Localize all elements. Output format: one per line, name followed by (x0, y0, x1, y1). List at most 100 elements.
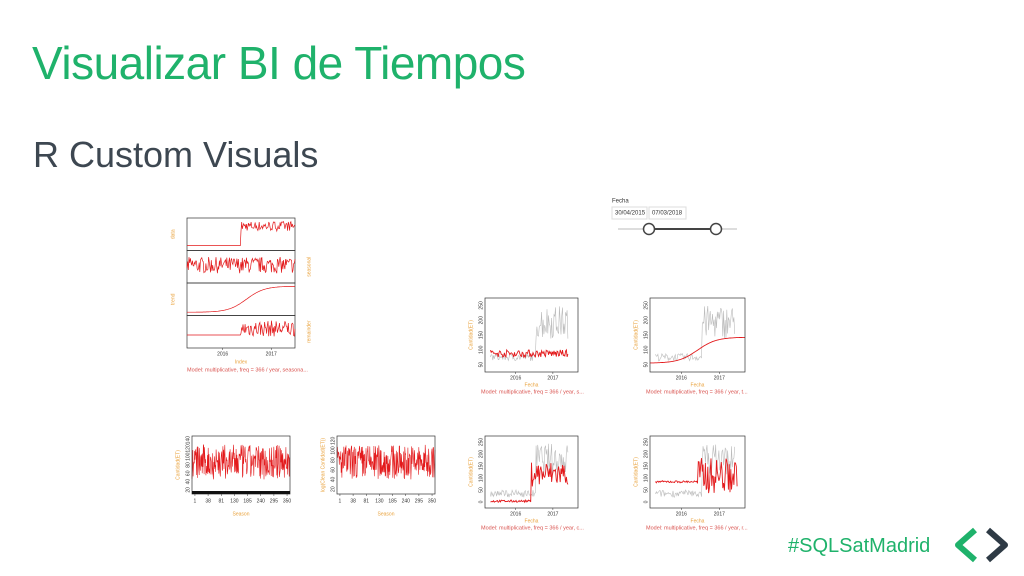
fit-line (489, 348, 569, 359)
x-tick-label: 130 (375, 498, 384, 504)
x-tick-label: 2017 (714, 375, 725, 381)
y-tick-label: 0 (478, 500, 484, 503)
y-tick-label: 250 (478, 301, 484, 310)
x-tick-label: 81 (218, 498, 224, 504)
y-tick-label: 100 (185, 452, 191, 461)
rug (192, 491, 290, 494)
y-tick-label: 100 (330, 446, 336, 455)
y-tick-label: 20 (330, 486, 336, 492)
y-tick-label: 250 (643, 301, 649, 310)
x-tick-label: 185 (388, 498, 397, 504)
y-tick-label: 200 (643, 316, 649, 325)
seasonal-line (191, 443, 291, 480)
axis-label: Cantidad(ET) (468, 320, 474, 350)
series-line (187, 320, 296, 337)
caption: Model: multiplicative, freq = 366 / year… (187, 367, 308, 373)
axis-label: Cantidad(ET) (468, 457, 474, 487)
x-tick-label: 240 (402, 498, 411, 504)
x-tick-label: 1 (339, 498, 342, 504)
caption: Model: multiplicative, freq = 366 / year… (481, 525, 584, 531)
x-tick-label: 185 (243, 498, 252, 504)
x-axis-label: Fecha (525, 518, 539, 524)
axis-label: remainder (306, 320, 312, 343)
y-tick-label: 60 (185, 470, 191, 476)
y-tick-label: 80 (330, 457, 336, 463)
fit-line (650, 336, 745, 364)
plot-frame (484, 297, 579, 373)
y-tick-label: 200 (478, 316, 484, 325)
x-tick-label: 2016 (676, 511, 687, 517)
fit-line (490, 462, 569, 504)
x-tick-label: 2016 (676, 375, 687, 381)
axis-label: data (170, 229, 176, 239)
y-tick-label: 250 (643, 438, 649, 447)
series-line (186, 256, 296, 274)
axis-label: Cantidad(ET) (175, 450, 181, 480)
series-line (187, 286, 295, 313)
plot-frame (336, 435, 436, 495)
x-tick-label: 2017 (547, 511, 558, 517)
y-tick-label: 60 (330, 467, 336, 473)
x-axis-label: Season (378, 511, 395, 517)
y-tick-label: 50 (643, 362, 649, 368)
slicer-end[interactable]: 07/03/2018 (652, 211, 683, 217)
slicer-label: Fecha (612, 199, 629, 205)
x-tick-label: 2016 (217, 351, 228, 357)
x-tick-label: 350 (283, 498, 292, 504)
history-line (655, 444, 735, 498)
x-tick-label: 38 (205, 498, 211, 504)
y-tick-label: 50 (478, 362, 484, 368)
slide-title: Visualizar BI de Tiempos (32, 37, 526, 89)
y-tick-label: 50 (643, 487, 649, 493)
plot-frame (484, 435, 579, 509)
x-axis-label: Fecha (691, 518, 705, 524)
y-tick-label: 120 (185, 444, 191, 453)
y-tick-label: 120 (330, 436, 336, 445)
y-tick-label: 80 (185, 462, 191, 468)
x-tick-label: 1 (194, 498, 197, 504)
axis-label: seasonal (306, 257, 312, 277)
history-line (490, 443, 569, 498)
slicer-start-box (611, 206, 648, 220)
y-tick-label: 150 (478, 462, 484, 471)
x-tick-label: 81 (363, 498, 369, 504)
x-tick-label: 295 (270, 498, 279, 504)
slicer-handle[interactable] (709, 222, 723, 236)
axis-label: Cantidad(ET) (633, 320, 639, 350)
x-axis-label: Fecha (691, 382, 705, 388)
logo-right (986, 527, 1008, 563)
logo-left (955, 527, 977, 563)
x-tick-label: 295 (415, 498, 424, 504)
x-axis-label: Fecha (525, 382, 539, 388)
y-tick-label: 40 (185, 479, 191, 485)
seasonal-line (336, 444, 436, 480)
y-tick-label: 50 (478, 487, 484, 493)
x-axis-label: Season (233, 511, 250, 517)
slicer-handle[interactable] (642, 222, 656, 236)
x-axis-label: Index (235, 359, 248, 365)
plot-frame (649, 435, 746, 509)
x-tick-label: 240 (257, 498, 266, 504)
plot-frame (186, 282, 296, 316)
x-tick-label: 2016 (510, 375, 521, 381)
slide-subtitle: R Custom Visuals (33, 134, 319, 175)
y-tick-label: 20 (185, 487, 191, 493)
y-tick-label: 100 (478, 474, 484, 483)
slicer-start[interactable]: 30/04/2015 (615, 211, 646, 217)
series-line (187, 220, 296, 246)
y-tick-label: 200 (643, 450, 649, 459)
y-tick-label: 150 (478, 331, 484, 340)
y-tick-label: 150 (643, 462, 649, 471)
axis-label: Cantidad(ET) (633, 457, 639, 487)
x-tick-label: 38 (350, 498, 356, 504)
y-tick-label: 100 (643, 345, 649, 354)
hashtag: #SQLSatMadrid (788, 535, 931, 557)
x-tick-label: 2016 (510, 511, 521, 517)
caption: Model: multiplicative, freq = 366 / year… (646, 389, 748, 395)
plot-frame (649, 297, 746, 373)
caption: Model: multiplicative, freq = 366 / year… (646, 525, 748, 531)
axis-label: log(Clean Cantidad(ET)) (320, 438, 326, 493)
axis-label: trend (170, 293, 176, 305)
